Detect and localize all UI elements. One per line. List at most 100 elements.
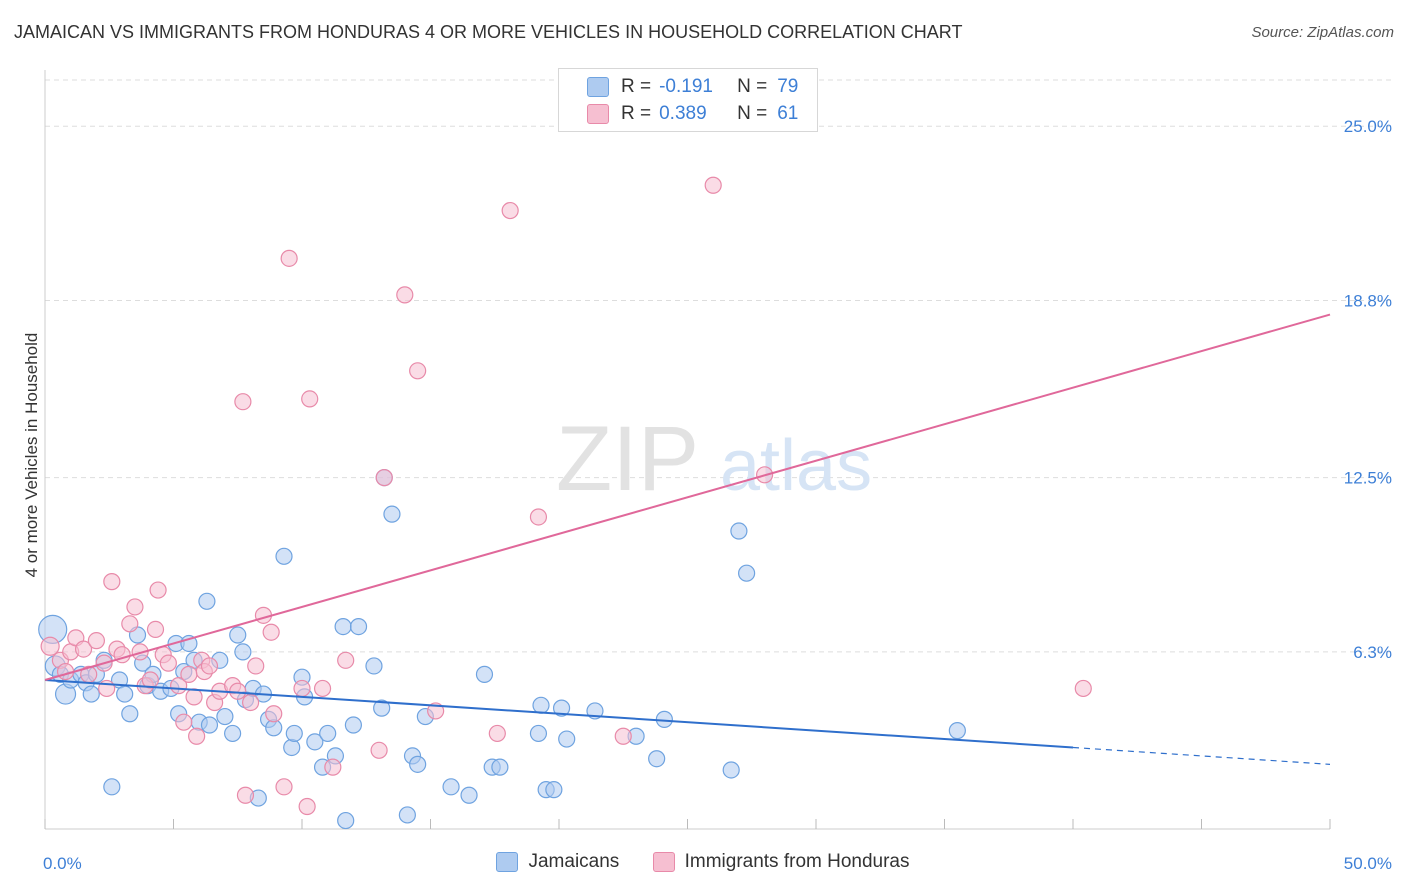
legend-r-pink: 0.389 — [659, 103, 707, 124]
legend-n-label: N = — [737, 103, 768, 124]
jamaican-point — [529, 724, 548, 743]
legend-row-honduras: R = 0.389 N = 61 — [587, 102, 798, 126]
jamaican-point — [349, 617, 368, 636]
jamaican-point — [722, 761, 740, 779]
honduras-point — [126, 598, 144, 616]
honduras-point — [103, 573, 121, 591]
jamaican-point — [337, 811, 355, 830]
jamaican-point — [319, 724, 337, 743]
honduras-point — [121, 615, 139, 633]
honduras-point — [146, 620, 165, 639]
legend-n-blue: 79 — [777, 76, 799, 97]
legend-item-honduras[interactable]: Immigrants from Honduras — [652, 851, 910, 873]
jamaican-point — [334, 617, 352, 636]
honduras-point — [200, 657, 219, 675]
honduras-point — [242, 693, 260, 712]
jamaican-point — [283, 738, 301, 757]
jamaicans-trend-line — [44, 679, 1074, 749]
jamaican-point — [373, 699, 391, 717]
jamaican-point — [285, 724, 303, 743]
jamaican-point — [103, 778, 121, 796]
jamaican-point — [234, 643, 252, 661]
chart-title: JAMAICAN VS IMMIGRANTS FROM HONDURAS 4 O… — [14, 22, 963, 42]
honduras-point — [247, 657, 265, 675]
jamaican-point — [198, 592, 216, 610]
jamaican-point — [275, 547, 293, 565]
legend-n-label: N = — [737, 76, 768, 97]
honduras-point — [370, 741, 388, 759]
honduras-point — [180, 665, 198, 683]
y-tick-label: 25.0% — [1344, 117, 1392, 136]
honduras-point — [262, 623, 280, 641]
legend-swatch-blue — [587, 77, 609, 97]
honduras-point — [529, 508, 548, 526]
honduras-point — [275, 778, 293, 796]
honduras-point — [301, 390, 319, 408]
honduras-point — [265, 705, 283, 723]
x-tick-label: 50.0% — [1344, 854, 1392, 873]
legend-r-blue: -0.191 — [659, 76, 713, 97]
legend-r-label: R = — [621, 103, 652, 124]
source-label: Source: ZipAtlas.com — [1251, 24, 1394, 41]
honduras-point — [188, 727, 206, 745]
honduras-point — [1074, 679, 1092, 698]
honduras-point — [488, 724, 506, 743]
legend-r-label: R = — [621, 76, 652, 97]
jamaican-point — [224, 724, 242, 743]
y-tick-label: 12.5% — [1344, 469, 1392, 488]
honduras-point — [313, 679, 332, 698]
y-tick-label: 6.3% — [1353, 643, 1392, 662]
jamaican-point — [532, 696, 550, 714]
jamaican-point — [229, 626, 247, 644]
jamaican-point — [200, 716, 219, 734]
y-tick-label: 18.8% — [1344, 292, 1392, 311]
stats-legend: R = -0.191 N = 79 R = 0.389 N = 61 — [558, 68, 818, 132]
honduras-point — [175, 713, 193, 731]
tick-labels: 6.3% 12.5% 18.8% 25.0% 0.0% 50.0% — [43, 117, 1392, 873]
honduras-point — [131, 643, 149, 661]
jamaican-point — [121, 705, 139, 723]
jamaicans-trend-extension — [1072, 746, 1331, 765]
honduras-point — [149, 581, 167, 599]
legend-swatch-pink — [652, 852, 675, 872]
jamaican-point — [738, 564, 756, 582]
honduras-point — [293, 679, 311, 698]
honduras-point — [375, 469, 393, 487]
honduras-point — [40, 636, 60, 656]
legend-label-jamaicans: Jamaicans — [528, 851, 620, 872]
honduras-point — [185, 688, 203, 706]
jamaican-point — [383, 505, 401, 523]
legend-n-pink: 61 — [777, 103, 799, 124]
honduras-point — [704, 176, 722, 194]
series-legend: Jamaicans Immigrants from Honduras — [0, 851, 1406, 878]
jamaican-point — [306, 733, 324, 751]
jamaican-point — [545, 781, 563, 799]
honduras-point — [87, 632, 106, 650]
legend-swatch-blue — [496, 852, 519, 872]
jamaican-point — [491, 758, 509, 776]
legend-item-jamaicans[interactable]: Jamaicans — [496, 851, 619, 873]
honduras-trend-line — [44, 313, 1331, 681]
jamaican-point — [460, 786, 478, 804]
honduras-point — [234, 393, 252, 411]
jamaicans-points — [38, 469, 966, 830]
jamaican-point — [409, 755, 427, 773]
honduras-point — [298, 797, 316, 816]
jamaican-point — [558, 730, 576, 748]
honduras-point — [229, 682, 247, 700]
honduras-point — [427, 702, 445, 720]
jamaican-point — [82, 685, 100, 703]
legend-row-jamaicans: R = -0.191 N = 79 — [587, 75, 798, 99]
honduras-point — [409, 362, 427, 380]
honduras-point — [141, 671, 159, 689]
trend-lines — [44, 313, 1331, 765]
honduras-point — [501, 201, 519, 220]
honduras-points — [40, 176, 1092, 816]
watermark-zip: ZIP — [556, 408, 699, 510]
honduras-point — [159, 654, 177, 672]
jamaican-point — [475, 665, 494, 683]
honduras-point — [614, 727, 632, 745]
legend-label-honduras: Immigrants from Honduras — [684, 851, 910, 872]
jamaican-point — [398, 806, 416, 824]
